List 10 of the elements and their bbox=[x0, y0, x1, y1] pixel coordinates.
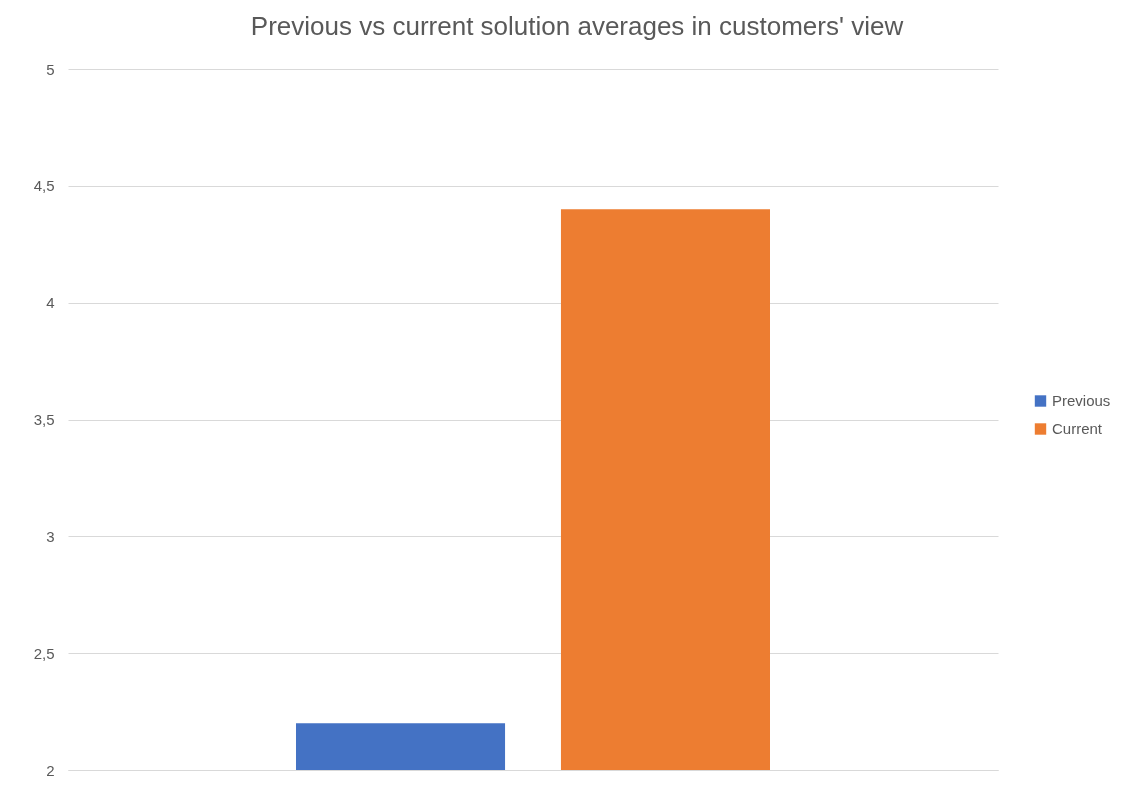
chart-title: Previous vs current solution averages in customers' view bbox=[250, 11, 904, 41]
legend-label: Previous bbox=[1052, 392, 1111, 409]
y-tick-label: 2,5 bbox=[33, 644, 55, 662]
y-tick-label: 2 bbox=[46, 761, 55, 779]
y-tick-label: 3,5 bbox=[33, 411, 55, 428]
legend-label: Current bbox=[1052, 420, 1103, 437]
y-tick-label: 3 bbox=[46, 527, 55, 545]
y-tick-label: 4,5 bbox=[33, 177, 55, 195]
y-tick-label: 4 bbox=[46, 294, 55, 312]
y-tick-label: 5 bbox=[46, 60, 55, 78]
